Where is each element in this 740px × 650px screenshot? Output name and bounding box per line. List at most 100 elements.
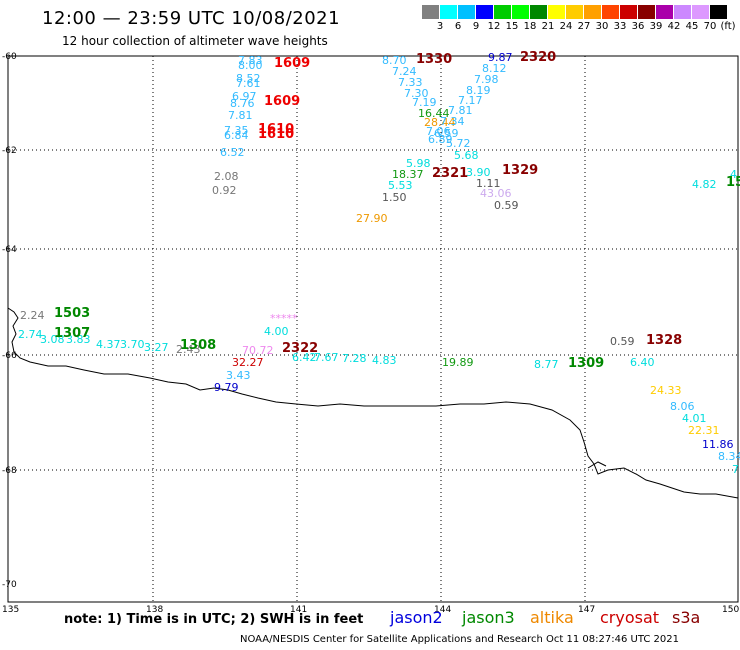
wave-height-value: 7.28	[342, 352, 367, 365]
wave-height-value: 7.35	[224, 124, 249, 137]
legend-label: 70	[703, 21, 717, 32]
wave-height-value: 3.27	[144, 341, 169, 354]
wave-height-value: 8.52	[236, 72, 261, 85]
legend-label: 45	[685, 21, 699, 32]
credit-line: NOAA/NESDIS Center for Satellite Applica…	[240, 634, 679, 645]
wave-height-value: 5.53	[388, 179, 413, 192]
wave-height-value: 6.84	[224, 129, 249, 142]
wave-height-value: 6.40	[630, 356, 655, 369]
pass-time-label: 1503	[54, 306, 91, 321]
color-legend: 3 6 9 12 15 18 21 24 27 30 33 36 39 42 45 70 (ft)	[422, 5, 736, 35]
legend-swatch	[422, 5, 440, 19]
legend-swatch	[566, 5, 584, 19]
wave-height-value: 6.97	[232, 90, 257, 103]
legend-swatch	[548, 5, 566, 19]
wave-height-value: 7.30	[404, 87, 429, 100]
legend-label: 24	[559, 21, 573, 32]
longitude-label: 138	[146, 605, 164, 615]
latitude-label: -60	[2, 52, 17, 62]
wave-height-value: 8.76	[230, 97, 255, 110]
wave-height-value: 7.81	[228, 109, 253, 122]
legend-swatch	[494, 5, 512, 19]
wave-height-value: 19.89	[442, 356, 474, 369]
wave-height-value: 5.98	[406, 157, 431, 170]
wave-height-value: 27.90	[356, 212, 388, 225]
pass-time-label: 1610	[258, 122, 295, 137]
longitude-label: 141	[290, 605, 308, 615]
wave-height-value: 2.24	[20, 309, 45, 322]
pass-time-label: 1329	[502, 163, 539, 178]
wave-height-value: 7.34	[440, 115, 465, 128]
pass-time-label: 2321	[432, 166, 469, 181]
wave-height-value: 0.92	[212, 184, 237, 197]
wave-height-value: 4.82	[692, 178, 717, 191]
pass-time-label: 1308	[180, 338, 217, 353]
longitude-label: 147	[578, 605, 596, 615]
legend-swatch	[440, 5, 458, 19]
legend-swatch	[602, 5, 620, 19]
wave-height-value: 7.61	[236, 77, 261, 90]
wave-height-value: 2.08	[214, 170, 239, 183]
legend-label: 15	[505, 21, 519, 32]
legend-swatch	[584, 5, 602, 19]
wave-height-value: *****	[270, 312, 298, 325]
wave-height-value: 11.86	[702, 438, 734, 451]
wave-height-value: 18.37	[392, 168, 424, 181]
wave-height-value: 7.06	[426, 125, 451, 138]
wave-height-value: 7.83	[238, 54, 263, 67]
legend-swatch	[620, 5, 638, 19]
latitude-label: -70	[2, 580, 17, 590]
wave-height-value: 7	[732, 463, 739, 476]
wave-height-value: 3.08	[40, 333, 65, 346]
satellite-legend-item: altika	[530, 608, 574, 627]
wave-height-value: 2.74	[18, 328, 43, 341]
legend-swatch	[692, 5, 710, 19]
legend-label: 12	[487, 21, 501, 32]
legend-label: 3	[436, 21, 444, 32]
legend-label: 18	[523, 21, 537, 32]
pass-time-label: 1307	[54, 326, 91, 341]
legend-label: 21	[541, 21, 555, 32]
wave-height-value: 3.43	[226, 369, 251, 382]
coastline-inlet	[587, 461, 607, 469]
pass-time-label: 1328	[646, 333, 683, 348]
wave-height-value: 7.98	[474, 73, 499, 86]
wave-height-value: 3.70	[120, 338, 145, 351]
legend-label: 6	[454, 21, 462, 32]
legend-swatch	[638, 5, 656, 19]
wave-height-value: 9.87	[488, 51, 513, 64]
wave-height-value: 3.90	[466, 166, 491, 179]
longitude-label: 150	[722, 605, 740, 615]
wave-height-value: 4.00	[264, 325, 289, 338]
satellite-legend-item: cryosat	[600, 608, 660, 627]
wave-height-value: 4.	[730, 168, 740, 181]
wave-height-value: 16.44	[418, 107, 450, 120]
pass-time-label: 2320	[520, 50, 557, 65]
wave-height-value: 7.24	[392, 65, 417, 78]
legend-label: 27	[577, 21, 591, 32]
legend-label: 39	[649, 21, 663, 32]
pass-time-label: 1330	[416, 52, 453, 67]
legend-label: 9	[472, 21, 480, 32]
latitude-label: -64	[2, 245, 17, 255]
legend-swatch	[656, 5, 674, 19]
wave-height-value: 8.77	[534, 358, 559, 371]
satellite-legend-item: jason2	[390, 608, 443, 627]
footnote: note: 1) Time is in UTC; 2) SWH is in fe…	[64, 612, 364, 627]
wave-height-value: 7.19	[412, 96, 437, 109]
wave-height-value: 6.89	[428, 133, 453, 146]
wave-height-value: 7.81	[448, 104, 473, 117]
legend-label: 30	[595, 21, 609, 32]
legend-swatch	[512, 5, 530, 19]
legend-label: (ft)	[720, 21, 736, 32]
pass-time-label: 15	[726, 175, 740, 190]
wave-height-value: 22.31	[688, 424, 720, 437]
pass-time-label: 1609	[274, 56, 311, 71]
pass-time-label: 1309	[568, 356, 605, 371]
wave-height-value: 4.37	[96, 338, 121, 351]
legend-label: 33	[613, 21, 627, 32]
page-subtitle: 12 hour collection of altimeter wave hei…	[62, 34, 328, 48]
wave-height-value: 5.72	[446, 137, 471, 150]
wave-height-value: 8.06	[670, 400, 695, 413]
wave-height-value: 7.33	[398, 76, 423, 89]
